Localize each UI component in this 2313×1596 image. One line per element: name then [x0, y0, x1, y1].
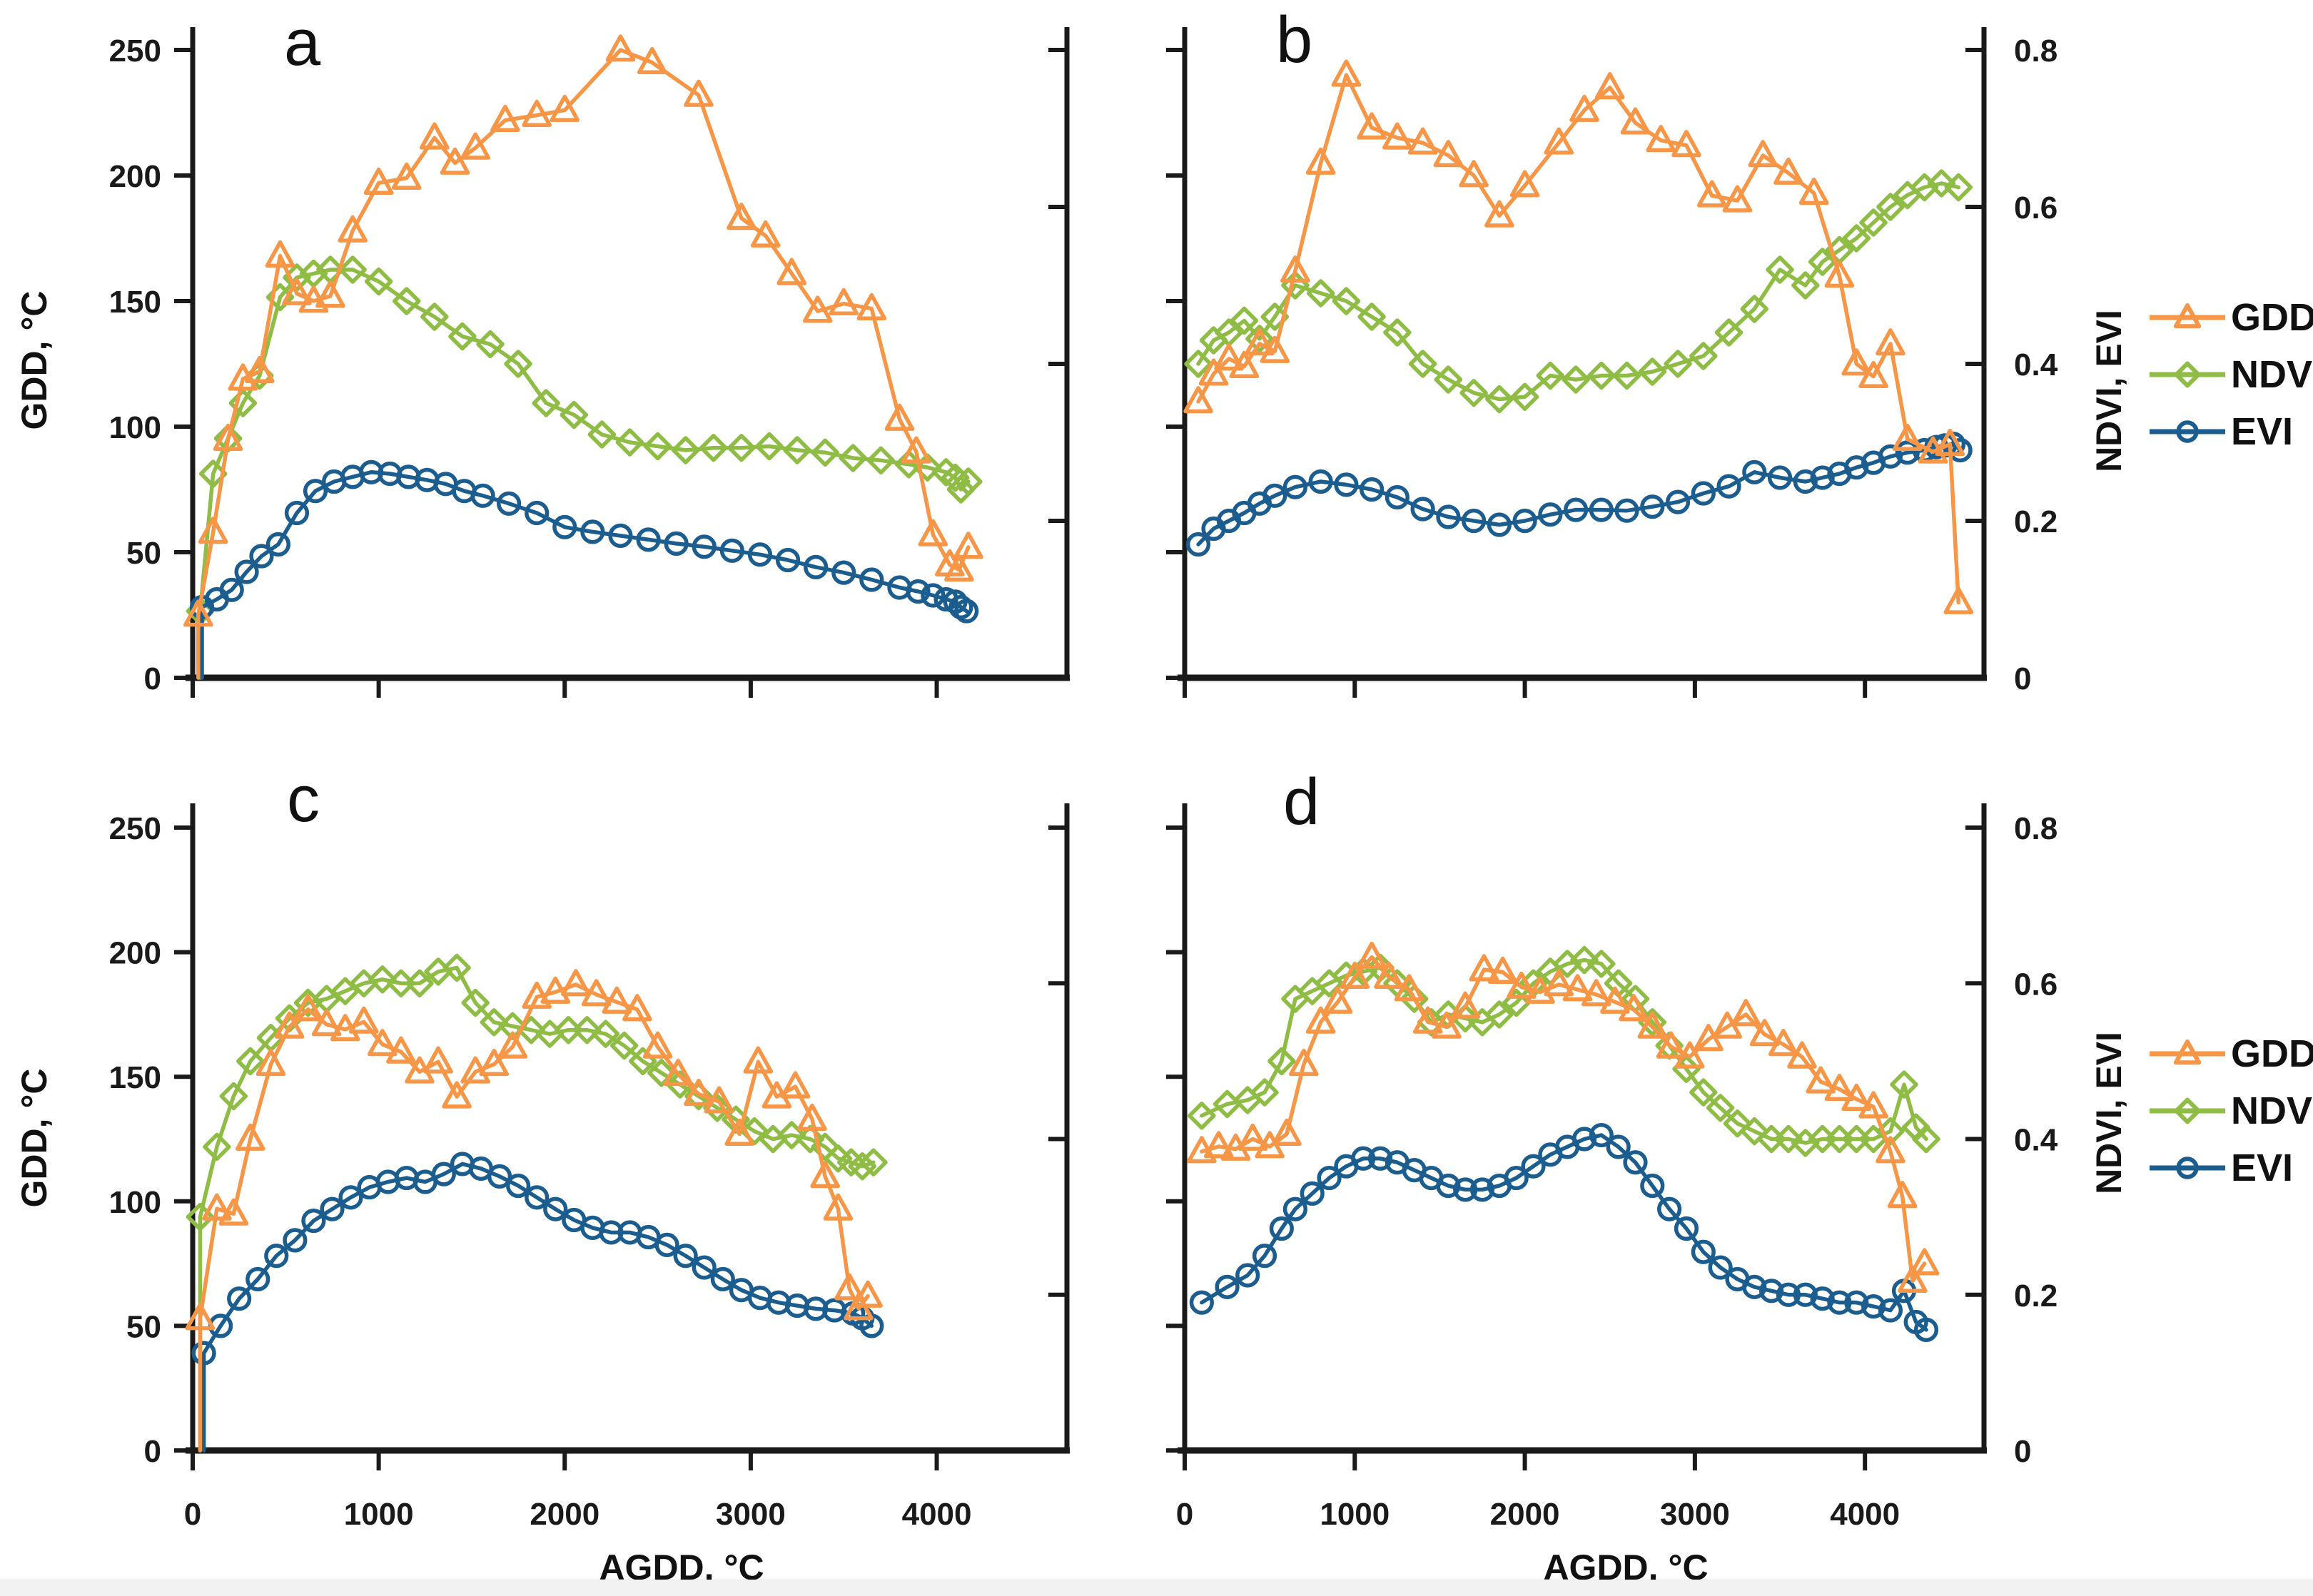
y-left-tick-label: 100 [109, 410, 161, 445]
y-left-tick-label: 50 [126, 536, 161, 571]
panel-b: 0 0.2 0.4 0.6 0.8 [1166, 27, 2058, 698]
legend-entry-evi: EVI [2147, 412, 2313, 451]
y-left-tick-label: 0 [144, 1434, 161, 1469]
y-left-tick-label: 150 [109, 285, 161, 320]
legend-entry-evi: EVI [2147, 1149, 2313, 1187]
gdd-legend-marker-icon [2150, 1040, 2225, 1065]
y-right-tick-label: 0.4 [2014, 1123, 2058, 1158]
gdd-series [1187, 941, 1940, 1293]
panel-a: 0 50 100 150 200 250 [109, 27, 1070, 698]
evi-series [189, 459, 979, 680]
y-left-tick-label: 200 [109, 159, 161, 194]
legend-label-evi: EVI [2231, 1147, 2294, 1189]
y-left-tick-label: 150 [109, 1060, 161, 1095]
legend-label-gdd: GDD [2231, 1032, 2313, 1075]
legend-row1: GDD NDVI EVI [2147, 298, 2313, 451]
screenshot-bottom-strip [0, 1580, 2313, 1596]
x-tick-label: 0 [184, 1497, 201, 1532]
x-tick-label: 4000 [902, 1497, 972, 1532]
x-tick-label: 0 [1176, 1497, 1193, 1532]
y-right-tick-label: 0.8 [2014, 34, 2058, 68]
panel-c: 0 50 100 150 200 250 0 1000 2000 3000 4000 [109, 803, 1070, 1532]
evi-series [1185, 432, 1973, 557]
panel-d: 0 0.2 0.4 0.6 0.8 0 1000 2000 3000 4000 [1166, 803, 2058, 1532]
legend-entry-ndvi: NDVI [2147, 355, 2313, 394]
ndvi-series [186, 953, 888, 1453]
legend-label-ndvi: NDVI [2231, 1089, 2313, 1132]
y-left-tick-label: 0 [144, 661, 161, 696]
y-axis-title-ndvi-row1: NDVI, EVI [2089, 310, 2129, 472]
panel-a-letter: a [284, 6, 321, 79]
y-right-tick-label: 0.8 [2014, 811, 2058, 846]
y-right-tick-label: 0.6 [2014, 190, 2058, 225]
x-tick-label: 3000 [1660, 1497, 1730, 1532]
legend-entry-gdd: GDD [2147, 1035, 2313, 1073]
y-axis-title-ndvi-row2: NDVI, EVI [2089, 1032, 2129, 1194]
evi-legend-marker-icon [2150, 420, 2225, 443]
ndvi-legend-marker-icon [2150, 361, 2225, 388]
y-left-tick-label: 250 [109, 811, 161, 846]
panel-b-letter: b [1276, 4, 1313, 76]
x-tick-label: 2000 [1490, 1497, 1560, 1532]
gdd-series [1183, 59, 1974, 614]
y-left-tick-label: 100 [109, 1185, 161, 1220]
legend-entry-ndvi: NDVI [2147, 1092, 2313, 1130]
ndvi-legend-marker-icon [2150, 1097, 2225, 1124]
x-tick-label: 2000 [530, 1497, 599, 1532]
y-axis-title-gdd-row2: GDD, °C [14, 1068, 54, 1208]
ndvi-series [1184, 169, 1973, 414]
ndvi-series [186, 255, 983, 680]
legend-entry-gdd: GDD [2147, 298, 2313, 337]
panel-d-letter: d [1283, 766, 1320, 838]
evi-series [191, 1152, 884, 1453]
y-left-tick-label: 200 [109, 936, 161, 971]
gdd-series [185, 969, 883, 1453]
y-right-tick-label: 0.6 [2014, 967, 2058, 1002]
gdd-series [183, 34, 983, 680]
y-right-tick-label: 0 [2014, 1434, 2031, 1469]
gdd-legend-marker-icon [2150, 303, 2225, 329]
y-right-tick-label: 0 [2014, 661, 2031, 696]
y-left-tick-label: 50 [126, 1309, 161, 1344]
legend-label-gdd: GDD [2231, 296, 2313, 339]
legend-row2: GDD NDVI EVI [2147, 1035, 2313, 1187]
evi-legend-marker-icon [2150, 1157, 2225, 1179]
y-right-tick-label: 0.2 [2014, 504, 2058, 539]
panel-c-letter: c [287, 763, 320, 835]
y-left-tick-label: 250 [109, 34, 161, 68]
y-axis-title-gdd-row1: GDD, °C [14, 290, 54, 430]
legend-label-evi: EVI [2231, 410, 2294, 453]
legend-label-ndvi: NDVI [2231, 353, 2313, 396]
x-tick-label: 4000 [1830, 1497, 1900, 1532]
x-tick-label: 3000 [716, 1497, 786, 1532]
y-right-tick-label: 0.2 [2014, 1279, 2058, 1313]
evi-series [1189, 1122, 1939, 1342]
y-right-tick-label: 0.4 [2014, 347, 2058, 382]
x-tick-label: 1000 [344, 1497, 414, 1532]
x-tick-label: 1000 [1320, 1497, 1390, 1532]
